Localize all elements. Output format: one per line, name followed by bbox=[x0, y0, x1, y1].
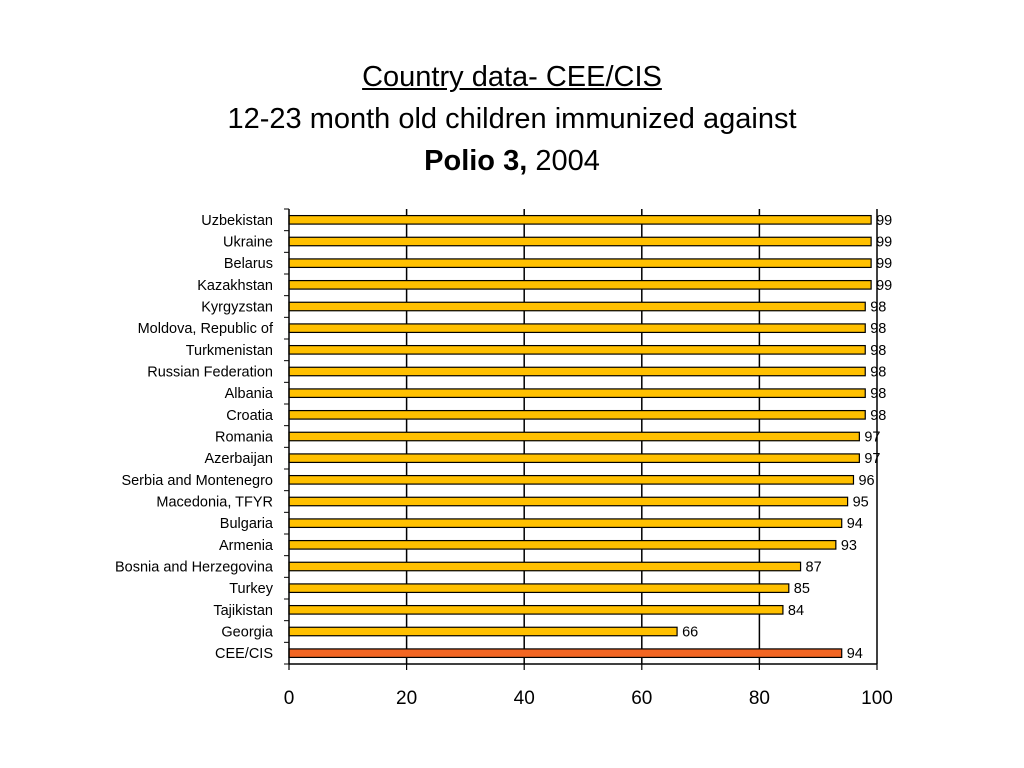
category-label: Belarus bbox=[224, 256, 273, 272]
chart-title: Country data- CEE/CIS 12-23 month old ch… bbox=[0, 56, 1024, 182]
value-label: 98 bbox=[870, 321, 886, 337]
category-label: Kyrgyzstan bbox=[201, 300, 273, 316]
bar bbox=[288, 388, 866, 399]
bar bbox=[288, 518, 843, 529]
x-tick-label: 80 bbox=[749, 688, 770, 709]
bar bbox=[288, 474, 855, 485]
title-line-1: Country data- CEE/CIS bbox=[362, 61, 662, 93]
title-line-2: 12-23 month old children immunized again… bbox=[227, 103, 797, 135]
category-label: Russian Federation bbox=[147, 365, 273, 381]
x-tick-label: 40 bbox=[514, 688, 535, 709]
x-tick-label: 0 bbox=[284, 688, 295, 709]
category-label: Azerbaijan bbox=[204, 451, 273, 467]
value-label: 97 bbox=[864, 430, 880, 446]
value-label: 96 bbox=[858, 473, 874, 489]
value-label: 99 bbox=[876, 213, 892, 229]
bar bbox=[288, 279, 872, 290]
category-label: Ukraine bbox=[223, 235, 273, 251]
bar bbox=[288, 561, 802, 572]
title-line-3: Polio 3, 2004 bbox=[0, 140, 1024, 182]
bar bbox=[288, 431, 860, 442]
category-label: Bosnia and Herzegovina bbox=[115, 560, 274, 576]
category-label: Moldova, Republic of bbox=[138, 321, 274, 337]
bar bbox=[288, 301, 866, 312]
bar bbox=[288, 496, 849, 507]
value-label: 98 bbox=[870, 386, 886, 402]
bar bbox=[288, 236, 872, 247]
x-tick-label: 20 bbox=[396, 688, 417, 709]
category-label: Albania bbox=[225, 386, 274, 402]
category-label: Macedonia, TFYR bbox=[156, 495, 273, 511]
value-label: 94 bbox=[847, 516, 863, 532]
value-label: 97 bbox=[864, 451, 880, 467]
value-label: 99 bbox=[876, 278, 892, 294]
x-tick-label: 100 bbox=[861, 688, 893, 709]
category-label: Turkey bbox=[229, 581, 274, 597]
value-label: 98 bbox=[870, 365, 886, 381]
category-label: Bulgaria bbox=[220, 516, 274, 532]
category-label: Romania bbox=[215, 430, 274, 446]
value-label: 84 bbox=[788, 603, 804, 619]
axes bbox=[284, 208, 878, 670]
category-label: Georgia bbox=[221, 625, 274, 641]
bar bbox=[288, 344, 866, 355]
value-label: 95 bbox=[853, 495, 869, 511]
bar bbox=[288, 214, 872, 225]
x-tick-label: 60 bbox=[631, 688, 652, 709]
title-line-3-bold: Polio 3, bbox=[424, 145, 528, 177]
value-label: 98 bbox=[870, 300, 886, 316]
value-label: 66 bbox=[682, 625, 698, 641]
bar bbox=[288, 258, 872, 269]
category-label: Kazakhstan bbox=[197, 278, 273, 294]
bar bbox=[288, 539, 837, 550]
category-label: Croatia bbox=[226, 408, 274, 424]
title-line-3-year: 2004 bbox=[535, 145, 600, 177]
value-label: 98 bbox=[870, 343, 886, 359]
value-label: 94 bbox=[847, 646, 863, 662]
bar bbox=[288, 604, 784, 615]
value-label: 99 bbox=[876, 256, 892, 272]
bar bbox=[288, 583, 790, 594]
value-labels: 99 99 99 99 98 98 98 98 98 98 97 97 96 95 94 93 87 85 84 66… bbox=[682, 213, 892, 662]
category-label: Serbia and Montenegro bbox=[121, 473, 273, 489]
category-label: CEE/CIS bbox=[215, 646, 273, 662]
category-label: Armenia bbox=[219, 538, 274, 554]
bar bbox=[288, 409, 866, 420]
value-label: 85 bbox=[794, 581, 810, 597]
bar bbox=[288, 648, 843, 659]
x-tick-labels: 0 20 40 60 80 100 bbox=[284, 688, 893, 709]
bars bbox=[288, 214, 872, 659]
category-label: Turkmenistan bbox=[186, 343, 273, 359]
category-label: Uzbekistan bbox=[201, 213, 273, 229]
value-label: 99 bbox=[876, 235, 892, 251]
bar bbox=[288, 453, 860, 464]
category-labels: Uzbekistan Ukraine Belarus Kazakhstan Kyrgyz… bbox=[115, 213, 274, 662]
bar bbox=[288, 626, 678, 637]
category-label: Tajikistan bbox=[213, 603, 273, 619]
value-label: 93 bbox=[841, 538, 857, 554]
bar bbox=[288, 323, 866, 334]
bar bbox=[288, 366, 866, 377]
value-label: 87 bbox=[806, 560, 822, 576]
value-label: 98 bbox=[870, 408, 886, 424]
